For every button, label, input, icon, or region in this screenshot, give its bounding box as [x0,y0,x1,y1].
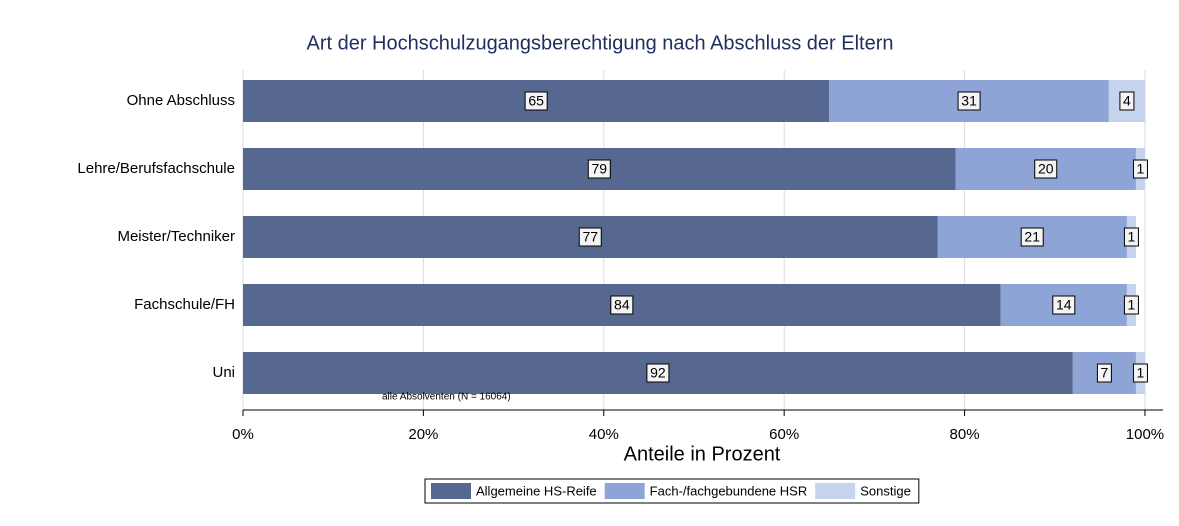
value-label: 65 [528,93,544,109]
value-label: 1 [1128,297,1136,313]
y-tick-label: Meister/Techniker [117,228,235,245]
value-label-box [1119,91,1135,111]
value-label-box [1123,295,1139,315]
legend-label: Allgemeine HS-Reife [476,483,597,498]
value-label-box [957,91,981,111]
value-label-box [578,227,602,247]
value-label: 79 [591,161,607,177]
x-tick-label: 80% [950,426,980,443]
value-label: 21 [1024,229,1040,245]
x-tick-label: 0% [232,426,254,443]
value-label-box [1123,227,1139,247]
value-label-box [1132,363,1148,383]
value-label: 14 [1056,297,1072,313]
legend: Allgemeine HS-Reife Fach-/fachgebundene H… [424,478,920,504]
value-label: 4 [1123,93,1131,109]
value-label: 1 [1128,229,1136,245]
annotation: alle Absolventen (N = 16064) [382,392,511,403]
y-tick-label: Ohne Abschluss [127,92,235,109]
value-label-box [610,295,634,315]
value-label-box [587,159,611,179]
value-label: 84 [614,297,630,313]
value-label: 7 [1100,365,1108,381]
legend-label: Sonstige [860,483,911,498]
y-tick-label: Lehre/Berufsfachschule [77,160,235,177]
legend-swatch [604,483,645,499]
x-axis-label: Anteile in Prozent [624,443,781,465]
value-label: 1 [1137,161,1145,177]
y-tick-label: Fachschule/FH [134,296,235,313]
value-label: 77 [582,229,598,245]
value-label-box [1034,159,1058,179]
value-label: 20 [1038,161,1054,177]
value-label-box [1020,227,1044,247]
value-label-box [1096,363,1112,383]
legend-label: Fach-/fachgebundene HSR [650,483,808,498]
value-label-box [524,91,548,111]
value-label-box [1132,159,1148,179]
value-label: 1 [1137,365,1145,381]
legend-swatch [815,483,856,499]
value-label: 31 [961,93,977,109]
chart-title: Art der Hochschulzugangsberechtigung nac… [306,32,893,54]
value-label-box [646,363,670,383]
value-label: 92 [650,365,666,381]
x-tick-label: 40% [589,426,619,443]
legend-swatch [431,483,471,499]
y-tick-label: Uni [212,364,235,381]
x-tick-label: 100% [1126,426,1164,443]
x-tick-label: 60% [769,426,799,443]
x-tick-label: 20% [408,426,438,443]
value-label-box [1052,295,1076,315]
